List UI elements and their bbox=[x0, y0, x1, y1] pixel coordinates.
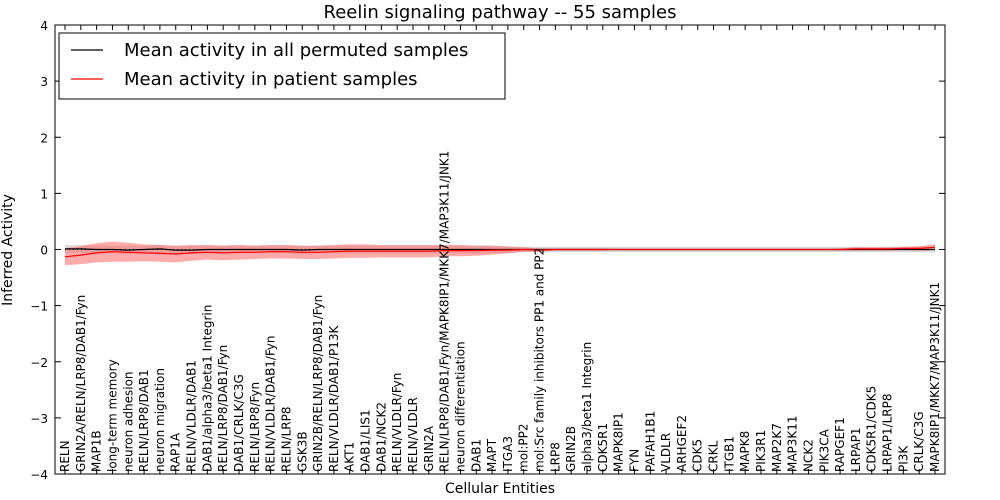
x-tick-label: NCK2 bbox=[802, 439, 816, 472]
confidence-bands bbox=[65, 241, 935, 266]
x-tick-label: CRKL bbox=[707, 440, 721, 472]
x-tick-label: alpha3/beta1 Integrin bbox=[580, 342, 594, 472]
x-tick-label: MAP1B bbox=[90, 430, 104, 472]
x-tick-label: RELN/LRP8/Fyn bbox=[248, 382, 262, 472]
x-tick-label: RELN/LRP8/DAB1/Fyn bbox=[216, 345, 230, 472]
x-tick-label: RAP1A bbox=[169, 432, 183, 472]
x-tick-label: neuron adhesion bbox=[121, 371, 135, 472]
legend-label-permuted: Mean activity in all permuted samples bbox=[124, 40, 468, 61]
x-tick-label: RELN bbox=[58, 440, 72, 472]
y-tick-label: 1 bbox=[40, 187, 48, 201]
x-tick-label: RELN/VLDLR/DAB1/P13K bbox=[327, 325, 341, 472]
x-tick-label: CDK5R1 bbox=[596, 423, 610, 472]
x-tick-label: ARHGEF2 bbox=[675, 415, 689, 472]
x-tick-label: PIK3R1 bbox=[754, 430, 768, 472]
x-tick-label: GRIN2B bbox=[564, 426, 578, 472]
x-tick-label: CDK5 bbox=[691, 439, 705, 472]
x-tick-label: RELN/VLDLR/DAB1 bbox=[185, 360, 199, 472]
x-tick-label: RAPGEF1 bbox=[833, 417, 847, 472]
x-tick-label: PIK3CA bbox=[817, 428, 831, 472]
x-tick-label: DAB1/alpha3/beta1 Integrin bbox=[200, 305, 214, 472]
legend: Mean activity in all permuted samples Me… bbox=[58, 32, 506, 100]
x-tick-label: MAPT bbox=[485, 438, 499, 472]
x-tick-label: CRLK/C3G bbox=[912, 411, 926, 472]
x-tick-label: VLDLR bbox=[659, 433, 673, 472]
x-tick-label: LRP8 bbox=[548, 442, 562, 472]
x-tick-label: GRIN2A/RELN/LRP8/DAB1/Fyn bbox=[74, 295, 88, 472]
x-tick-label: GRIN2B/RELN/LRP8/DAB1/Fyn bbox=[311, 295, 325, 472]
chart-title: Reelin signaling pathway -- 55 samples bbox=[324, 2, 677, 23]
x-tick-label: GSK3B bbox=[295, 431, 309, 472]
legend-box bbox=[58, 32, 506, 100]
x-tick-label: RELN/VLDLR/DAB1/Fyn bbox=[264, 336, 278, 472]
x-tick-label: MAP2K7 bbox=[770, 423, 784, 472]
x-tick-label: MAPK8 bbox=[738, 431, 752, 472]
x-tick-label: DAB1 bbox=[469, 439, 483, 472]
x-tick-label: CDK5R1/CDK5 bbox=[865, 386, 879, 472]
x-tick-label: RELN/LRP8/DAB1 bbox=[137, 369, 151, 472]
y-tick-label: −3 bbox=[30, 412, 48, 426]
x-tick-label: MAP3K11 bbox=[786, 415, 800, 472]
x-tick-label: PI3K bbox=[896, 445, 910, 472]
x-tick-label: DAB1/NCK2 bbox=[374, 402, 388, 472]
x-tick-label: DAB1/CRLK/C3G bbox=[232, 374, 246, 472]
x-tick-label: RELN/VLDLR bbox=[406, 397, 420, 472]
x-tick-label: DAB1/LIS1 bbox=[359, 409, 373, 472]
x-tick-label: ITGA3 bbox=[501, 436, 515, 472]
y-tick-label: 4 bbox=[40, 19, 48, 33]
y-tick-label: 0 bbox=[40, 244, 48, 258]
y-axis-title: Inferred Activity bbox=[0, 194, 16, 306]
x-tick-label: LRPAP1/LRP8 bbox=[881, 393, 895, 472]
x-tick-label: long-term memory bbox=[106, 359, 120, 472]
series-line-1 bbox=[64, 246, 936, 258]
y-ticks: 4 3 2 1 0 −1 −2 −3 −4 bbox=[30, 19, 945, 482]
x-tick-label: mol:PP2 bbox=[517, 423, 531, 472]
x-tick-label: RELN/LRP8/DAB1/Fyn/MAPK8IP1/MKK7/MAP3K11… bbox=[438, 151, 452, 472]
x-tick-label: GRIN2A bbox=[422, 425, 436, 472]
band-series-1 bbox=[65, 241, 935, 266]
y-tick-label: −2 bbox=[30, 356, 48, 370]
x-axis-title: Cellular Entities bbox=[445, 481, 555, 497]
x-tick-label: MAPK8IP1/MKK7/MAP3K11/JNK1 bbox=[928, 282, 942, 472]
series-lines bbox=[64, 246, 936, 258]
legend-label-patient: Mean activity in patient samples bbox=[124, 69, 418, 90]
x-tick-label: neuron differentiation bbox=[454, 341, 468, 472]
x-tick-label: RELN/VLDLR/Fyn bbox=[390, 373, 404, 472]
y-tick-label: −4 bbox=[30, 468, 48, 482]
y-tick-label: −1 bbox=[30, 300, 48, 314]
x-tick-label: FYN bbox=[628, 449, 642, 472]
x-tick-label: neuron migration bbox=[153, 368, 167, 472]
x-tick-labels: RELN GRIN2A/RELN/LRP8/DAB1/Fyn MAP1B long-t… bbox=[58, 25, 942, 474]
x-tick-label: AKT1 bbox=[343, 442, 357, 472]
x-tick-label: PAFAH1B1 bbox=[643, 411, 657, 472]
y-tick-label: 2 bbox=[40, 131, 48, 145]
x-tick-label: MAPK8IP1 bbox=[612, 412, 626, 472]
x-tick-label: RELN/LRP8 bbox=[280, 406, 294, 472]
x-tick-label: mol:Src family inhibitors PP1 and PP2 bbox=[533, 248, 547, 472]
x-tick-label: ITGB1 bbox=[722, 436, 736, 472]
x-tick-label: LRPAP1 bbox=[849, 427, 863, 472]
y-tick-label: 3 bbox=[40, 75, 48, 89]
